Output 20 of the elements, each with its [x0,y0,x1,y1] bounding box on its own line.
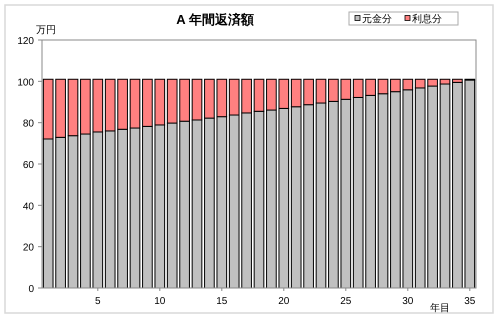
y-tick-label: 100 [17,77,34,88]
legend-label: 元金分 [362,13,392,25]
x-tick-label: 5 [95,296,102,307]
y-tick-label: 120 [17,36,34,47]
y-tick-label: 0 [28,284,34,295]
y-axis-title: 万円 [36,25,56,36]
x-tick-label: 10 [154,296,166,307]
y-tick-label: 40 [22,201,34,212]
y-tick-label: 20 [22,242,34,254]
y-tick-label: 80 [22,118,34,130]
x-tick-label: 20 [278,296,290,307]
bar [464,80,476,288]
x-tick-label: 30 [402,296,414,307]
y-tick-label: 60 [22,160,34,171]
x-tick-label: 25 [340,296,352,307]
chart-title: A 年間返済額 [176,12,254,27]
x-axis-title: 年目 [430,302,450,314]
x-tick-label: 15 [216,296,228,307]
legend-label: 利息分 [412,13,442,25]
x-tick-label: 35 [464,296,476,307]
